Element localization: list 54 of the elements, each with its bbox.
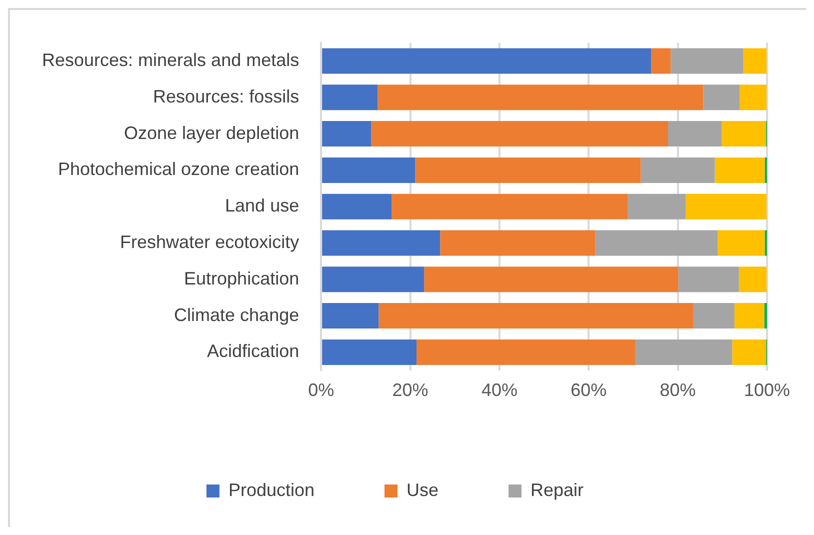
y-tick-label: Resources: minerals and metals [42, 50, 300, 70]
bar [416, 339, 636, 365]
y-tick-label: Eutrophication [184, 268, 300, 288]
y-tick-label: Resources: fossils [153, 86, 300, 106]
bar [378, 84, 704, 110]
x-tick-label: 40% [481, 380, 518, 400]
bar [392, 194, 628, 220]
bar [628, 194, 686, 220]
legend-label: Production [228, 480, 315, 500]
y-tick-label: Ozone layer depletion [124, 122, 300, 143]
bar [670, 48, 744, 74]
bar [740, 84, 767, 110]
bar [322, 266, 424, 292]
bar [651, 48, 671, 74]
bar [743, 48, 767, 74]
bar [322, 48, 652, 74]
bar [322, 157, 416, 183]
y-tick-label: Land use [225, 196, 300, 216]
bar [415, 157, 641, 183]
y-tick-label: Acidfication [207, 341, 300, 362]
bar [424, 266, 678, 292]
bar [717, 230, 765, 256]
bar [734, 303, 764, 329]
y-tick-label: Photochemical ozone creation [58, 159, 300, 180]
y-tick-label: Freshwater ecotoxicity [120, 232, 300, 252]
y-tick-label: Climate change [174, 304, 300, 325]
x-tick-label: 20% [392, 380, 428, 400]
x-tick-label: 80% [660, 380, 696, 400]
legend-label: Use [406, 480, 439, 500]
bar [322, 230, 440, 256]
bar [635, 339, 732, 365]
x-tick-label: 60% [570, 380, 607, 400]
bar [678, 266, 739, 292]
bar [738, 266, 767, 292]
bar [378, 303, 694, 329]
bar [640, 157, 715, 183]
bar [703, 84, 740, 110]
bar [686, 194, 767, 220]
bar [693, 303, 734, 329]
bar [322, 121, 372, 147]
bar [322, 84, 378, 110]
legend-label: Repair [530, 480, 584, 500]
bar [371, 121, 668, 147]
bar [595, 230, 718, 256]
bar [732, 339, 766, 365]
bar [714, 157, 765, 183]
bar [322, 194, 392, 220]
bar [322, 303, 379, 329]
bar [668, 121, 722, 147]
x-tick-label: 0% [308, 380, 334, 400]
bar [440, 230, 596, 256]
x-tick-label: 100% [744, 380, 790, 400]
bar [322, 339, 417, 365]
bar [722, 121, 766, 147]
